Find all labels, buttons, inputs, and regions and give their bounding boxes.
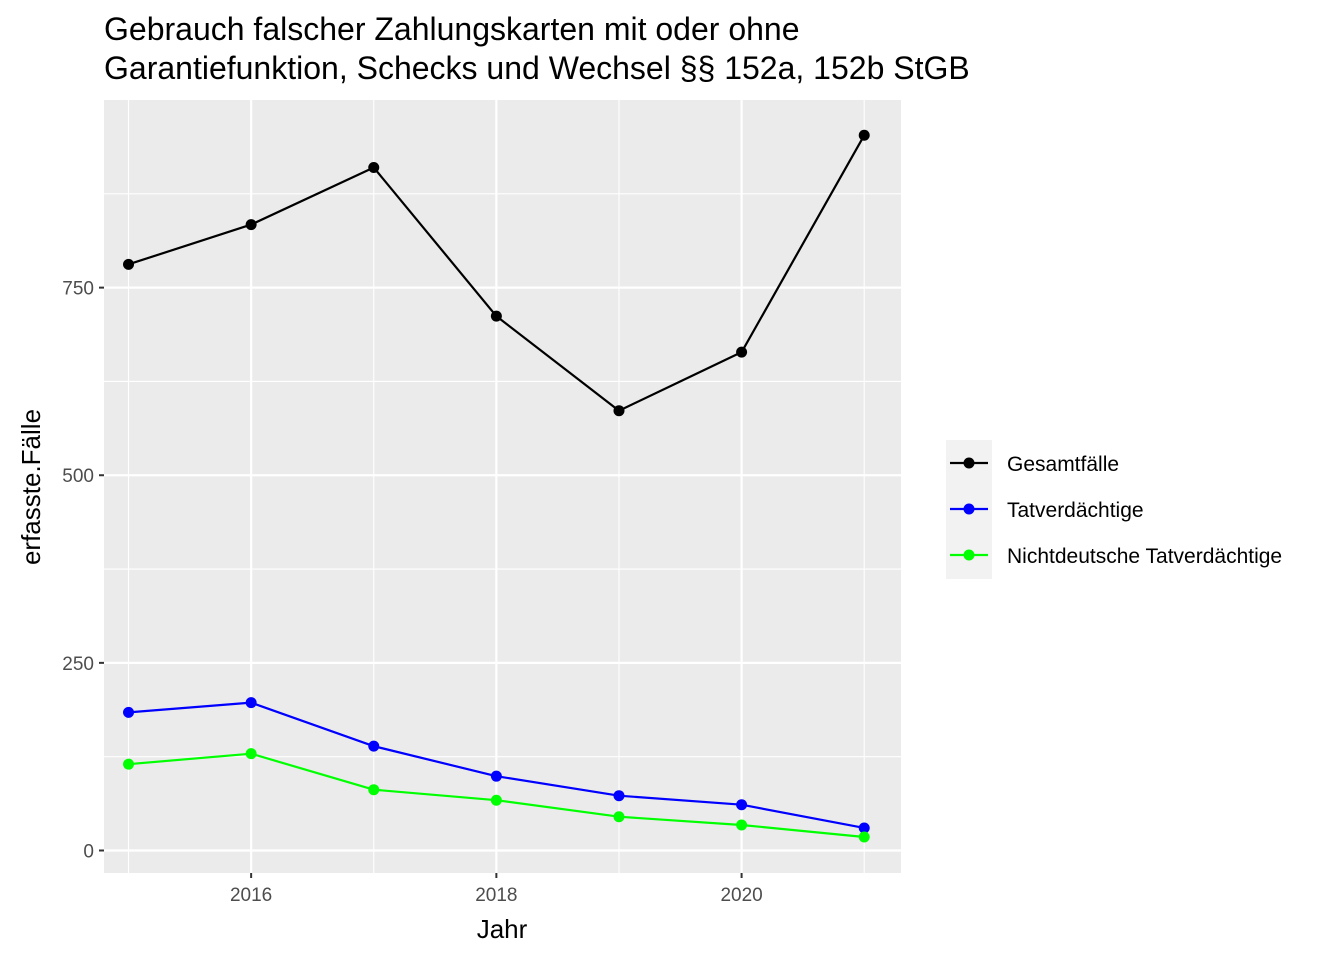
axis-ticks: 2016 2018 2020 0 250 500 750	[62, 279, 762, 906]
data-point	[490, 310, 502, 322]
data-point	[613, 405, 625, 417]
legend: Gesamtfälle Tatverdächtige Nichtdeutsche T…	[946, 440, 1282, 579]
legend-key-point	[963, 549, 975, 561]
data-point	[123, 758, 135, 770]
y-axis-title: erfasste.Fälle	[16, 409, 46, 565]
data-point	[368, 162, 380, 174]
data-point	[613, 811, 625, 823]
data-point	[245, 697, 257, 709]
x-axis-title: Jahr	[477, 914, 528, 944]
data-point	[613, 790, 625, 802]
data-point	[858, 822, 870, 834]
y-tick-label: 250	[62, 654, 94, 675]
data-point	[858, 831, 870, 843]
data-point	[368, 740, 380, 752]
x-tick-label: 2020	[720, 885, 762, 906]
data-point	[490, 770, 502, 782]
chart-title-line-2: Garantiefunktion, Schecks und Wechsel §§…	[104, 50, 970, 86]
legend-key-point	[963, 457, 975, 469]
chart-title-line-1: Gebrauch falscher Zahlungskarten mit ode…	[104, 11, 800, 47]
data-point	[736, 819, 748, 831]
data-point	[368, 784, 380, 796]
legend-label: Tatverdächtige	[1007, 499, 1144, 522]
legend-key-point	[963, 503, 975, 515]
data-point	[490, 794, 502, 806]
data-point	[245, 748, 257, 760]
y-tick-label: 500	[62, 466, 94, 487]
data-point	[123, 706, 135, 718]
legend-label: Nichtdeutsche Tatverdächtige	[1007, 545, 1282, 568]
data-point	[123, 258, 135, 270]
legend-label: Gesamtfälle	[1007, 453, 1119, 476]
data-point	[736, 346, 748, 358]
series-layer	[123, 129, 870, 843]
y-tick-label: 0	[83, 841, 94, 862]
y-tick-label: 750	[62, 279, 94, 300]
data-point	[736, 799, 748, 811]
data-point	[245, 219, 257, 231]
minor-gridlines	[104, 100, 901, 873]
data-point	[858, 129, 870, 141]
x-tick-label: 2016	[230, 885, 272, 906]
x-tick-label: 2018	[475, 885, 517, 906]
